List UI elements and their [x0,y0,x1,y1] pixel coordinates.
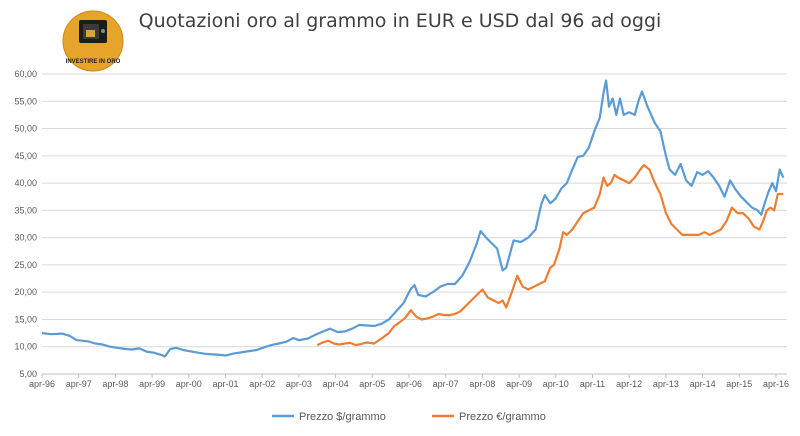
y-tick-label: 45,00 [14,151,37,161]
series-line-usd [41,79,785,358]
logo-text: INVESTIRE IN ORO [66,59,121,65]
chart-title: Quotazioni oro al grammo in EUR e USD da… [139,10,662,32]
y-tick-label: 10,00 [14,342,37,352]
x-tick-label: apr-96 [29,379,55,389]
x-tick-label: apr-10 [543,379,569,389]
x-tick-label: apr-05 [359,379,385,389]
x-tick-label: apr-15 [726,379,752,389]
x-tick-label: apr-02 [249,379,275,389]
legend-label: Prezzo €/grammo [459,411,546,423]
y-tick-label: 5,00 [19,369,37,379]
x-tick-label: apr-06 [396,379,422,389]
logo: INVESTIRE IN ORO [62,10,124,72]
x-tick-label: apr-99 [139,379,165,389]
legend-label: Prezzo $/grammo [299,411,386,423]
x-tick-label: apr-00 [176,379,202,389]
x-tick-label: apr-13 [653,379,679,389]
x-tick-label: apr-11 [580,379,605,389]
y-tick-label: 50,00 [14,124,37,134]
y-tick-label: 60,00 [14,69,37,79]
y-tick-label: 55,00 [14,96,37,106]
y-tick-label: 20,00 [14,287,37,297]
x-tick-label: apr-03 [286,379,312,389]
x-tick-label: apr-16 [763,379,789,389]
y-tick-label: 15,00 [14,314,37,324]
x-tick-label: apr-97 [66,379,92,389]
x-tick-label: apr-04 [323,379,349,389]
x-tick-label: apr-14 [690,379,716,389]
x-tick-label: apr-98 [102,379,128,389]
x-tick-label: apr-01 [212,379,238,389]
x-tick-label: apr-08 [469,379,495,389]
y-tick-label: 30,00 [14,233,37,243]
x-tick-label: apr-12 [616,379,642,389]
y-tick-label: 40,00 [14,178,37,188]
x-tick-label: apr-09 [506,379,532,389]
y-tick-label: 35,00 [14,205,37,215]
logo-safe-icon [79,20,107,43]
series-line-eur [316,164,784,347]
x-tick-label: apr-07 [433,379,459,389]
y-tick-label: 25,00 [14,260,37,270]
